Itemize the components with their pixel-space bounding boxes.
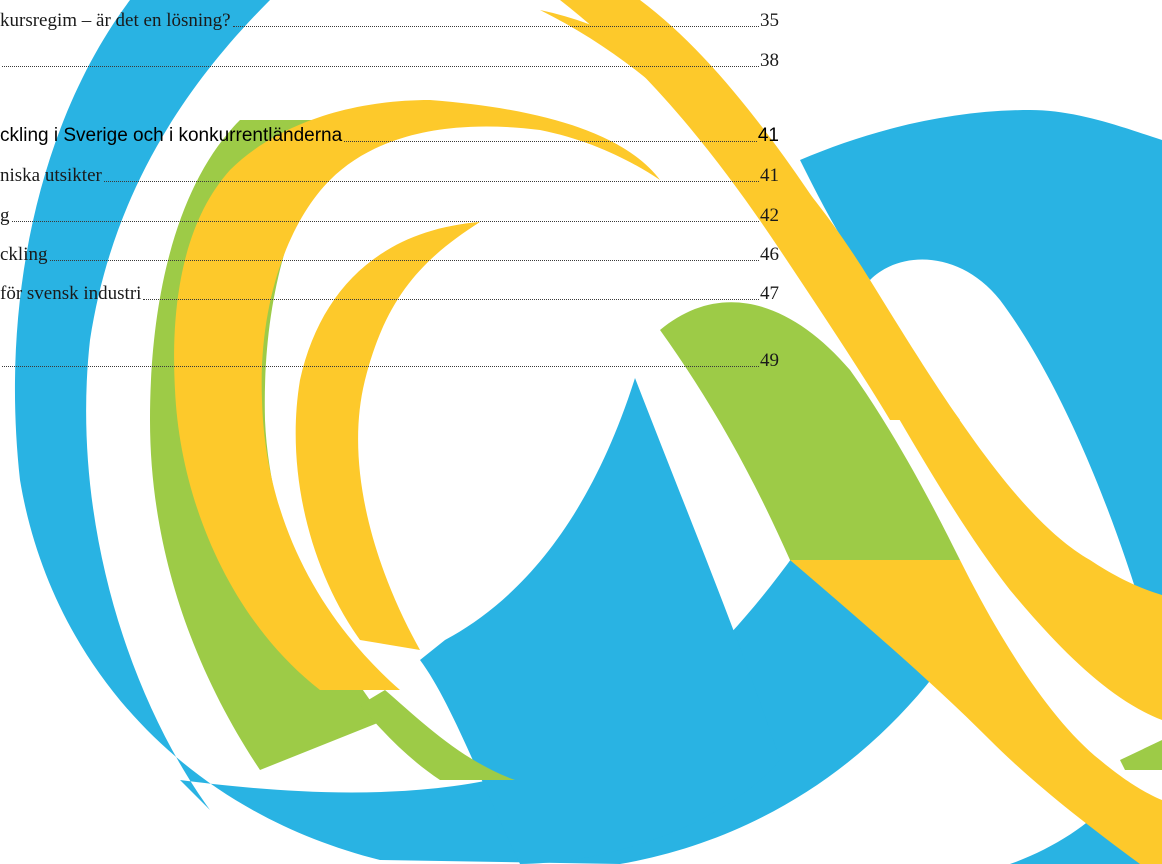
toc-entry-page-number: 42 [760,205,779,226]
toc-entry-title: niska utsikter [0,165,102,186]
yellow-ribbon-lower [790,560,1162,864]
toc-entry[interactable]: för svensk industri 47 [0,273,779,303]
toc-dot-leader [344,141,757,142]
toc-entry[interactable]: g 42 [0,195,779,225]
toc-entry-title: kursregim – är det en lösning? [0,10,231,31]
yellow-ribbon-band [560,0,960,420]
toc-dot-leader [11,221,759,222]
toc-dot-leader [232,26,759,27]
toc-entry-page-number: 47 [760,283,779,304]
toc-dot-leader [103,181,759,182]
toc-entry[interactable]: 38 [0,40,779,70]
toc-entry[interactable]: kursregim – är det en lösning? 35 [0,0,779,30]
toc-entry-page-number: 49 [760,350,779,371]
toc-dot-leader [143,299,759,300]
toc-dot-leader [2,366,759,367]
green-ribbon-lower [360,690,515,780]
toc-dot-leader [49,260,759,261]
blue-ribbon-right [800,110,1162,680]
yellow-ribbon-inner-arch [295,222,480,650]
toc-entry-page-number: 35 [760,10,779,31]
toc-entry-page-number: 41 [757,125,779,146]
green-ribbon-right [1120,740,1162,770]
toc-entry-title: för svensk industri [0,283,142,304]
toc-entry[interactable]: niska utsikter 41 [0,155,779,185]
toc-entry-page-number: 41 [760,165,779,186]
toc-entry-page-number: 38 [760,50,779,71]
toc-entry-title: ckling [0,244,48,265]
toc-entry-page-number: 46 [760,244,779,265]
toc-dot-leader [2,66,759,67]
blue-ribbon-center [420,378,780,864]
toc-entry[interactable]: ckling 46 [0,234,779,264]
toc-entry-title: g [0,205,10,226]
toc-entry-title: ckling i Sverige och i konkurrentländern… [0,125,343,146]
yellow-ribbon-outer [540,10,1162,720]
toc-entry[interactable]: ckling i Sverige och i konkurrentländern… [0,115,779,145]
toc-entry[interactable]: 49 [0,340,779,370]
